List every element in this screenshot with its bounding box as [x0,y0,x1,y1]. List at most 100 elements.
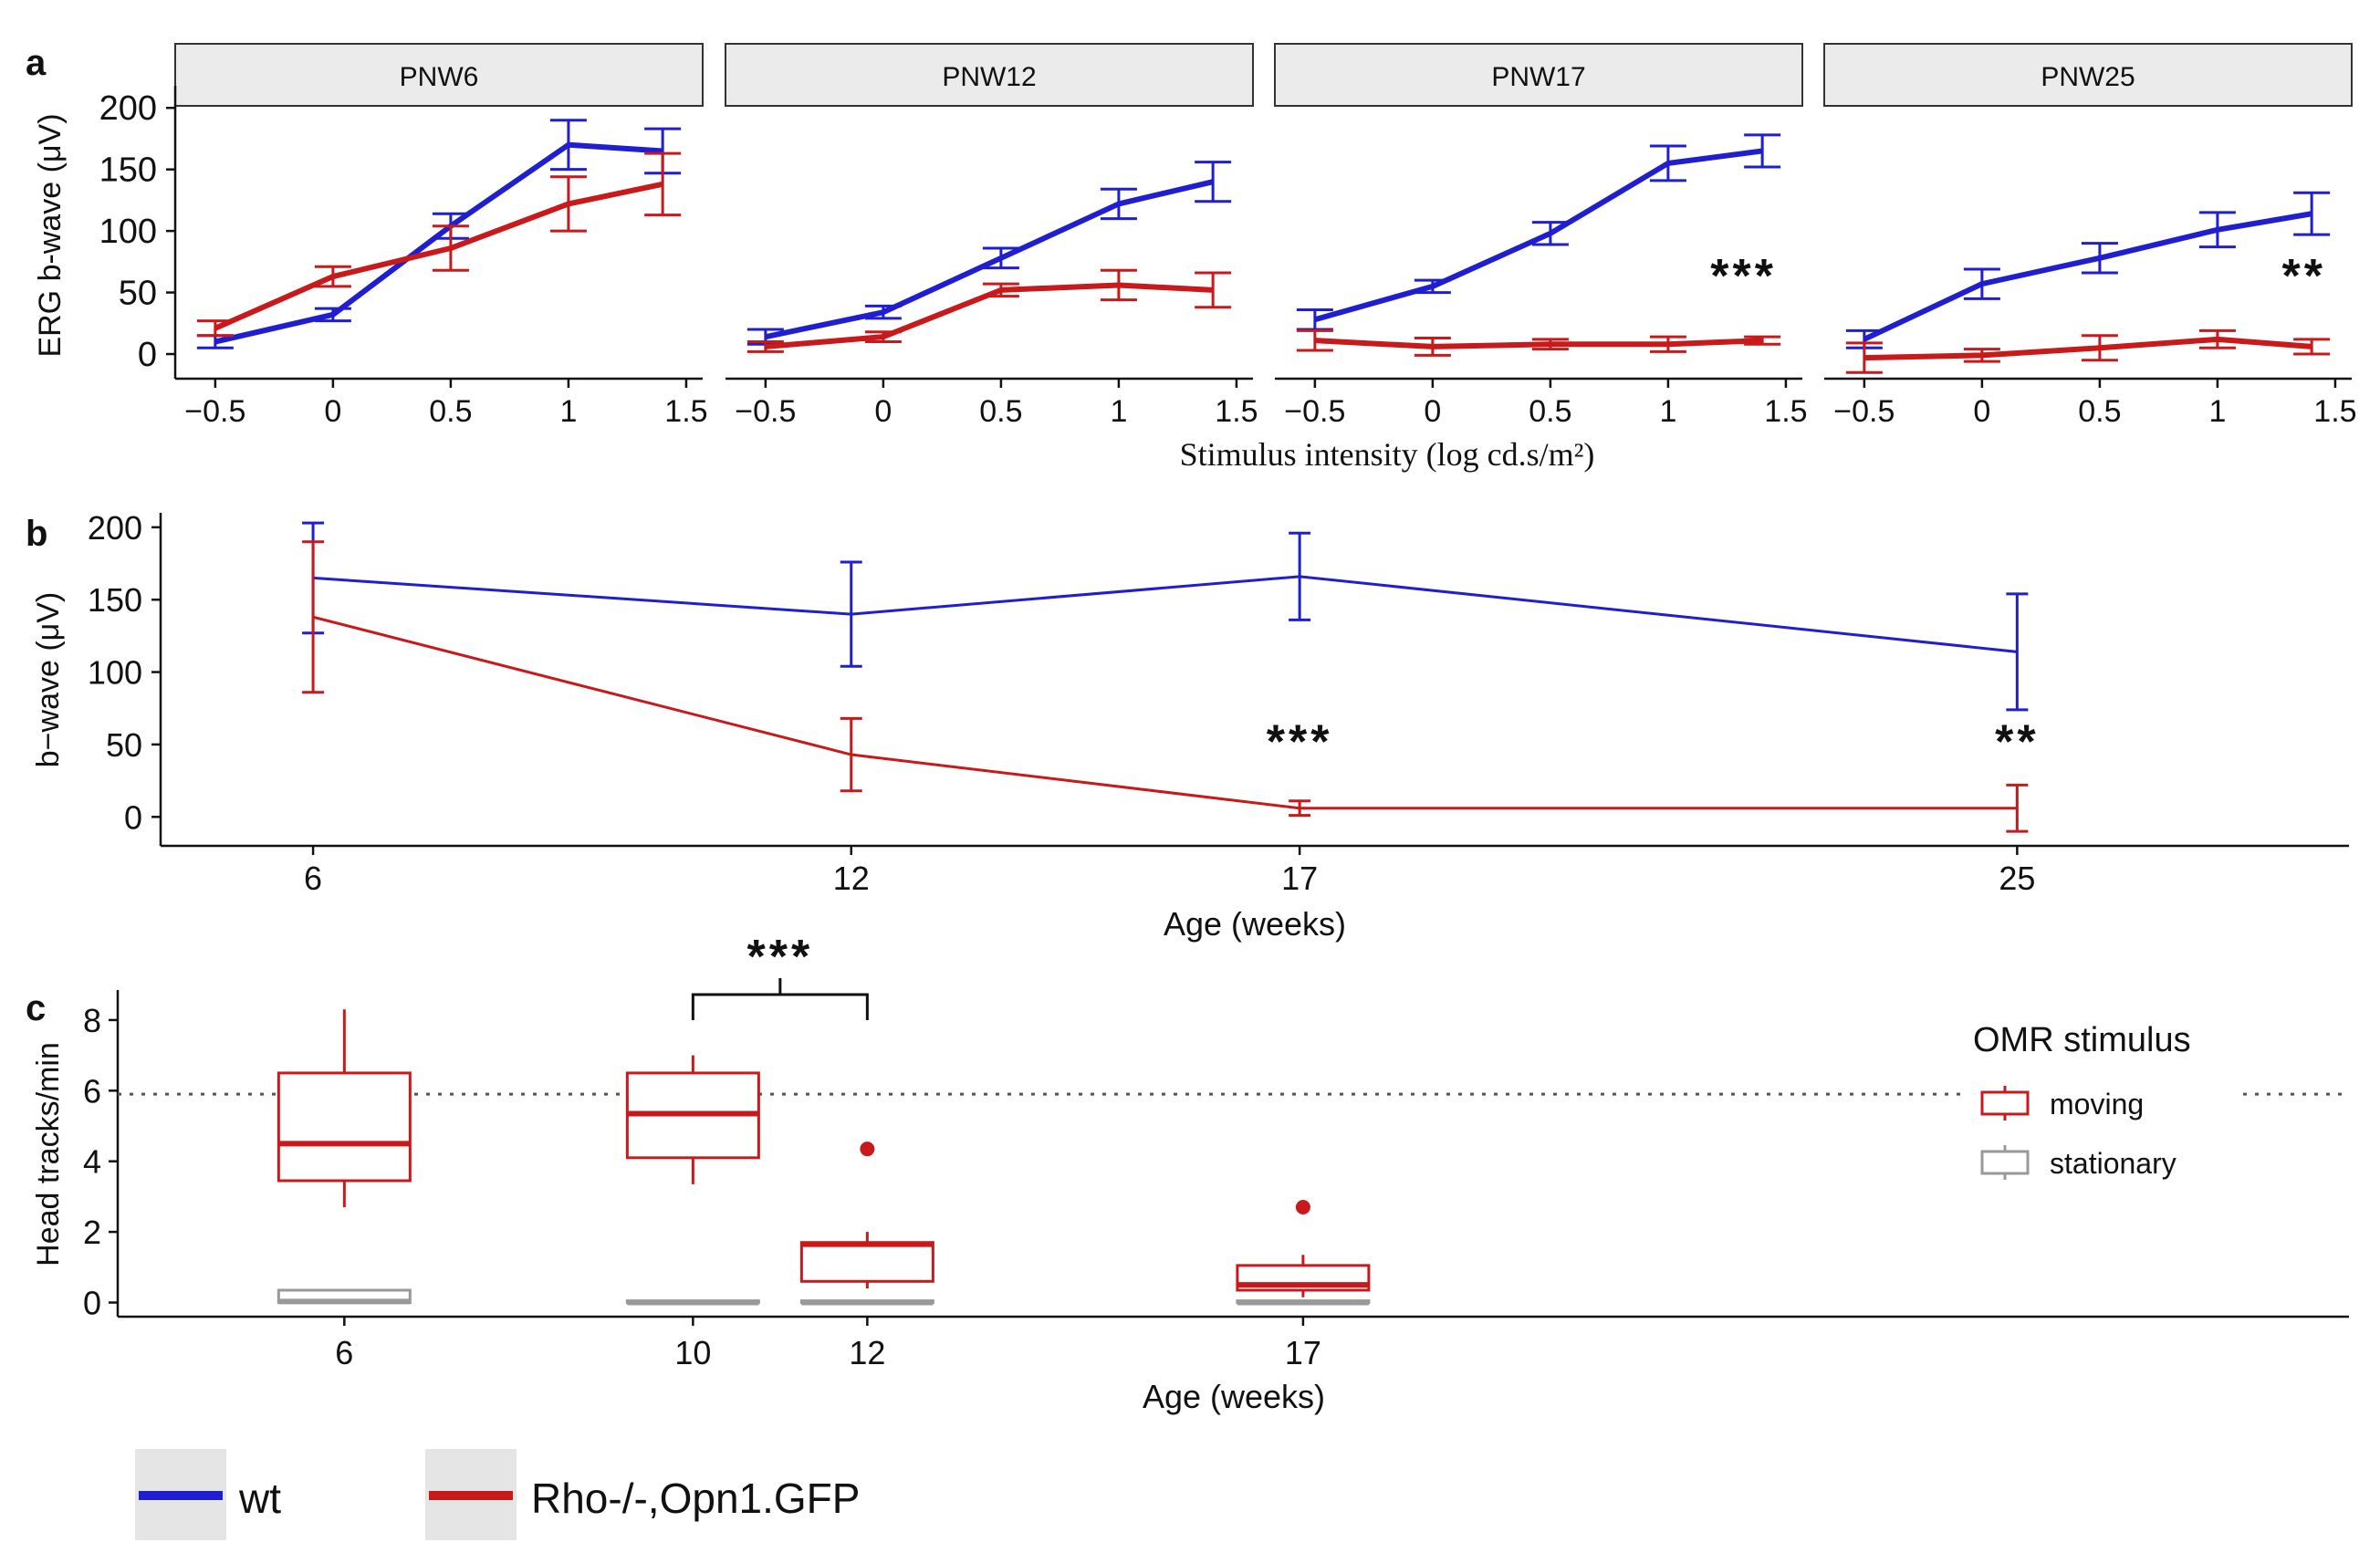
panel-label-b: b [26,514,47,554]
panel-c: 0 2 4 6 8 6 10 12 17 *** Head tracks/min Age (weeks… [31,931,2349,1415]
error-bar-wt [1744,133,1781,169]
series-line-wt [1863,211,2312,342]
legend-key-stationary [1980,1150,2030,1175]
x-tick-label: 1 [2208,394,2226,429]
x-tick-label: 17 [1281,860,1318,897]
series-line-wt [765,179,1214,340]
error-bar-rho [432,224,469,272]
facet-pnw17: PNW17 −0.5 0 0.5 1 1.5 *** [1274,43,1808,429]
y-tick-label: 200 [88,509,142,547]
x-axis-title: Stimulus intensity (log cd.s/m²) [1180,436,1595,473]
error-bar-wt [2006,592,2029,712]
significance-bracket [691,978,869,1020]
legend-label-rho: Rho-/-,Opn1.GFP [531,1475,860,1522]
x-tick-label: −0.5 [735,394,796,429]
omr-legend: OMR stimulus moving stationary [1973,1021,2191,1180]
error-bar-wt [2081,242,2118,275]
error-bar-wt [314,307,351,323]
error-bar-wt [1414,278,1451,295]
x-tick-label: 0 [324,394,341,429]
x-tick-label: 0.5 [979,394,1022,429]
error-bar-rho [864,330,902,344]
error-bar-rho [302,540,325,694]
error-bar-rho [644,151,682,217]
error-bar-rho [1296,328,1333,352]
error-bar-rho [1744,335,1781,346]
series-line-rho [1863,336,2312,361]
series-line-wt [312,575,2018,653]
series-legend: wt Rho-/-,Opn1.GFP [135,1449,860,1540]
series-line-rho [1314,338,1763,349]
error-bar-rho [1531,338,1569,351]
box-moving-10 [625,1055,760,1184]
y-tick-label: 150 [99,151,157,190]
error-bar-wt [840,560,862,668]
error-bar-wt [2293,191,2331,236]
y-tick-label: 6 [83,1072,101,1110]
error-bar-rho [549,175,587,233]
legend-key-wt [139,1491,223,1500]
x-tick-label: −0.5 [1833,394,1895,429]
x-tick-label: 1.5 [1215,394,1258,429]
x-tick-label: 0 [1973,394,1990,429]
series-line-rho [765,282,1214,349]
y-tick-label: 4 [83,1143,101,1181]
x-axis-title: Age (weeks) [1143,1378,1325,1415]
facet-strip [1274,43,1803,107]
x-tick-label: 1 [1110,394,1127,429]
error-bar-rho [1100,268,1137,302]
x-tick-label: 0 [1424,394,1441,429]
y-tick-label: 2 [83,1214,101,1251]
box-stationary-17 [1236,1299,1371,1306]
error-bar-rho [1195,271,1232,309]
outlier-point [860,1141,875,1157]
error-bar-wt [1289,531,1311,621]
series-line-wt [1314,148,1763,323]
y-tick-label: 200 [99,89,157,128]
facet-strip [174,43,704,107]
error-bar-wt [982,246,1019,270]
error-bar-rho [840,716,862,793]
x-tick-label: 0.5 [2078,394,2121,429]
x-tick-label: 25 [1999,860,2035,897]
facet-pnw12: PNW12 −0.5 0 0.5 1 1.5 [725,43,1258,429]
x-axis-title: Age (weeks) [1164,905,1346,943]
facet-title: PNW6 [400,62,479,92]
error-bar-rho [1289,799,1311,818]
y-tick-label: 50 [119,275,157,313]
error-bar-wt [1100,187,1137,221]
facet-strip [1823,43,2353,107]
y-axis-title: b−wave (μV) [31,592,66,768]
error-bar-rho [1845,341,1883,374]
x-tick-label: 1.5 [664,394,707,429]
box-stationary-10 [625,1299,760,1306]
error-bar-rho [196,319,234,338]
series-line-rho [312,615,2018,810]
y-tick-label: 150 [88,581,142,619]
error-bar-rho [1414,336,1451,357]
legend-key-rho [429,1491,513,1500]
x-tick-label: −0.5 [1284,394,1345,429]
significance-marker: ** [1995,716,2039,769]
error-bar-wt [1963,267,2000,300]
y-tick-label: 50 [106,726,142,764]
facet-pnw25: PNW25 −0.5 0 0.5 1 1.5 ** [1823,43,2357,429]
y-tick-label: 8 [83,1002,101,1039]
x-tick-label: 1 [559,394,577,429]
box-moving-12 [799,1141,934,1289]
error-bar-rho [1963,348,2000,363]
outlier-point [1295,1200,1310,1215]
legend-label-wt: wt [238,1475,281,1522]
x-tick-label: 1.5 [2313,394,2356,429]
box [799,1241,934,1283]
error-bar-rho [314,265,351,288]
y-tick-label: 100 [99,213,157,251]
x-tick-label: 1.5 [1764,394,1807,429]
x-tick-label: 10 [674,1334,711,1371]
y-axis-title: ERG b-wave (μV) [33,113,68,357]
y-axis-title: Head tracks/min [31,1042,66,1266]
significance-marker: *** [1267,716,1333,769]
legend-label-stationary: stationary [2050,1147,2176,1180]
series-line-rho [214,181,663,331]
